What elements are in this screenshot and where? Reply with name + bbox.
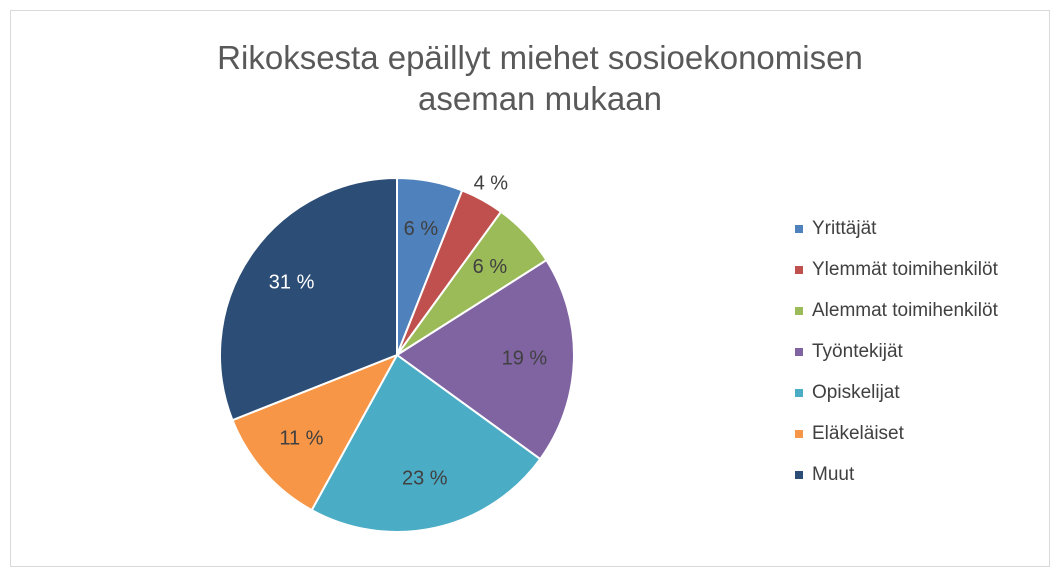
legend-label: Muut xyxy=(812,464,855,485)
data-label: 31 % xyxy=(269,272,315,294)
legend-label: Työntekijät xyxy=(812,341,904,362)
legend-swatch xyxy=(795,307,803,315)
legend-swatch xyxy=(795,225,803,233)
data-label: 6 % xyxy=(473,256,508,278)
data-label: 4 % xyxy=(474,173,509,195)
legend-label: Ylemmät toimihenkilöt xyxy=(812,259,999,280)
pie-slice xyxy=(231,353,400,512)
pie-slice xyxy=(219,176,398,422)
legend-label: Yrittäjät xyxy=(812,218,877,239)
legend-swatch xyxy=(795,266,803,274)
data-label: 6 % xyxy=(404,218,439,240)
legend-swatch xyxy=(795,430,803,438)
legend-swatch xyxy=(795,389,803,397)
legend-label: Alemmat toimihenkilöt xyxy=(812,300,999,321)
pie-slice xyxy=(395,258,575,461)
data-label: 19 % xyxy=(502,347,548,369)
chart-title: Rikoksesta epäillyt miehet sosioekonomis… xyxy=(217,39,863,117)
pie-slice xyxy=(310,353,542,533)
legend-swatch xyxy=(795,471,803,479)
legend-label: Eläkeläiset xyxy=(812,423,905,444)
data-label: 11 % xyxy=(279,428,323,450)
legend-swatch xyxy=(795,348,803,356)
data-label: 23 % xyxy=(402,468,448,490)
legend-label: Opiskelijat xyxy=(812,382,900,403)
